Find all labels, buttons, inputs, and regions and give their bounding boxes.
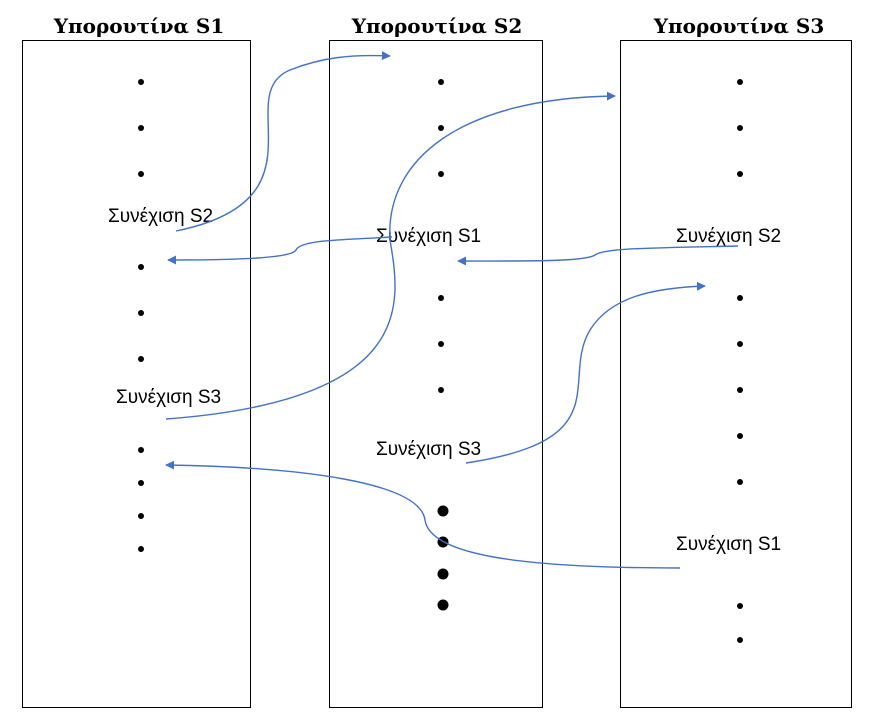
ellipsis-dot (438, 341, 444, 347)
ellipsis-dot (737, 125, 743, 131)
ellipsis-dot (737, 637, 743, 643)
arrow-s1-to-s3-start (165, 91, 616, 420)
column-title-s2: Υπορουτίνα S2 (351, 14, 523, 38)
ellipsis-dot (437, 568, 449, 580)
ellipsis-dot (138, 79, 144, 85)
ellipsis-dot (138, 513, 144, 519)
ellipsis-dot (138, 480, 144, 486)
ellipsis-dot (737, 603, 743, 609)
ellipsis-dot (438, 295, 444, 301)
label-s2-resume-s1: Συνέχιση S1 (376, 226, 482, 247)
column-box-s1 (22, 40, 251, 708)
arrow-s2-to-s1-resume (167, 236, 393, 265)
ellipsis-dot (138, 171, 144, 177)
ellipsis-dot (138, 310, 144, 316)
ellipsis-dot (437, 505, 449, 517)
label-s3-resume-s1: Συνέχιση S1 (676, 534, 782, 555)
column-box-s3 (620, 40, 852, 708)
ellipsis-dot (438, 171, 444, 177)
ellipsis-dot (737, 79, 743, 85)
ellipsis-dot (438, 387, 444, 393)
ellipsis-dot (737, 171, 743, 177)
ellipsis-dot (737, 433, 743, 439)
ellipsis-dot (737, 479, 743, 485)
ellipsis-dot (438, 125, 444, 131)
ellipsis-dot (737, 295, 743, 301)
label-s2-resume-s3: Συνέχιση S3 (376, 439, 482, 460)
arrow-s3-to-s2-resume (457, 245, 739, 266)
ellipsis-dot (138, 264, 144, 270)
arrow-s3-to-s1-resume (165, 460, 681, 569)
ellipsis-dot (737, 387, 743, 393)
label-s1-resume-s2: Συνέχιση S2 (108, 206, 214, 227)
column-box-s2 (329, 40, 543, 708)
arrow-s1-to-s2-start (175, 51, 391, 232)
ellipsis-dot (138, 356, 144, 362)
label-s1-resume-s3: Συνέχιση S3 (116, 387, 222, 408)
column-title-s1: Υπορουτίνα S1 (53, 14, 225, 38)
ellipsis-dot (138, 447, 144, 453)
arrow-s2-to-s3-resume (465, 281, 706, 464)
label-s3-resume-s2: Συνέχιση S2 (676, 226, 782, 247)
ellipsis-dot (438, 79, 444, 85)
column-title-s3: Υπορουτίνα S3 (653, 14, 825, 38)
ellipsis-dot (737, 341, 743, 347)
ellipsis-dot (138, 125, 144, 131)
ellipsis-dot (437, 599, 449, 611)
ellipsis-dot (138, 546, 144, 552)
